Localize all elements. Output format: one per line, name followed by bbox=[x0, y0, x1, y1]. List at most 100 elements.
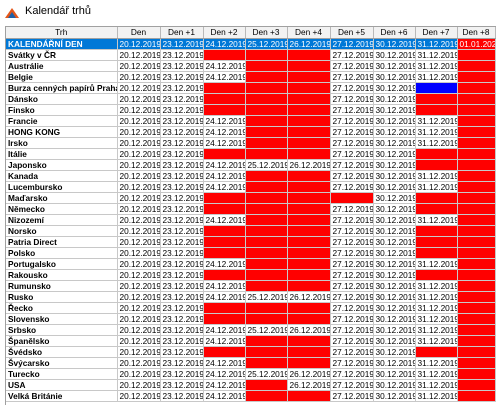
date-cell[interactable]: 31.12.2019 bbox=[415, 258, 458, 270]
market-calendar-grid[interactable]: Trh Den Den +1 Den +2 Den +3 Den +4 Den +5 Den … bbox=[5, 26, 496, 405]
closed-day-cell[interactable] bbox=[245, 302, 288, 314]
date-cell[interactable]: 23.12.2019 bbox=[160, 82, 204, 94]
date-cell[interactable]: 27.12.2019 bbox=[330, 269, 374, 281]
table-row[interactable]: Kanada 20.12.2019 23.12.2019 24.12.2019 27.1… bbox=[6, 170, 496, 182]
date-cell[interactable]: 30.12.2019 bbox=[373, 159, 416, 171]
date-cell[interactable]: 31.12.2019 bbox=[415, 181, 458, 193]
date-cell[interactable]: 31.12.2019 bbox=[415, 324, 458, 336]
date-cell[interactable]: 23.12.2019 bbox=[160, 335, 204, 347]
table-row[interactable]: Japonsko 20.12.2019 23.12.2019 24.12.2019 25… bbox=[6, 159, 496, 171]
date-cell[interactable]: 30.12.2019 bbox=[373, 302, 416, 314]
date-cell[interactable]: 30.12.2019 bbox=[373, 104, 416, 116]
date-cell[interactable]: 20.12.2019 bbox=[117, 126, 161, 138]
market-name-cell[interactable]: Kanada bbox=[6, 170, 118, 182]
date-cell[interactable]: 25.12.2019 bbox=[245, 291, 288, 303]
date-cell[interactable]: 26.12.2019 bbox=[287, 38, 331, 50]
date-cell[interactable]: 31.12.2019 bbox=[415, 379, 458, 391]
date-cell[interactable]: 23.12.2019 bbox=[160, 214, 204, 226]
closed-day-cell[interactable] bbox=[245, 104, 288, 116]
closed-day-cell[interactable] bbox=[287, 170, 331, 182]
table-row[interactable]: HONG KONG 20.12.2019 23.12.2019 24.12.2019 2… bbox=[6, 126, 496, 138]
date-cell[interactable]: 27.12.2019 bbox=[330, 82, 374, 94]
date-cell[interactable]: 30.12.2019 bbox=[373, 247, 416, 259]
closed-day-cell[interactable] bbox=[457, 346, 496, 358]
closed-day-cell[interactable] bbox=[330, 192, 374, 204]
date-cell[interactable]: 20.12.2019 bbox=[117, 335, 161, 347]
closed-day-cell[interactable] bbox=[287, 49, 331, 61]
closed-day-cell[interactable] bbox=[457, 390, 496, 402]
table-row[interactable]: Dánsko 20.12.2019 23.12.2019 27.12.2019 30.1… bbox=[6, 93, 496, 105]
closed-day-cell[interactable] bbox=[245, 346, 288, 358]
date-cell[interactable]: 20.12.2019 bbox=[117, 159, 161, 171]
date-cell[interactable]: 30.12.2019 bbox=[373, 115, 416, 127]
closed-day-cell[interactable] bbox=[245, 269, 288, 281]
closed-day-cell[interactable] bbox=[287, 236, 331, 248]
table-row[interactable]: USA 20.12.2019 23.12.2019 24.12.2019 26.12.2… bbox=[6, 379, 496, 391]
closed-day-cell[interactable] bbox=[457, 247, 496, 259]
table-row[interactable]: Polsko 20.12.2019 23.12.2019 27.12.2019 30.1… bbox=[6, 247, 496, 259]
date-cell[interactable]: 23.12.2019 bbox=[160, 49, 204, 61]
date-cell[interactable]: 30.12.2019 bbox=[373, 93, 416, 105]
date-cell[interactable]: 20.12.2019 bbox=[117, 302, 161, 314]
market-name-cell[interactable]: Japonsko bbox=[6, 159, 118, 171]
date-cell[interactable]: 23.12.2019 bbox=[160, 368, 204, 380]
date-cell[interactable]: 25.12.2019 bbox=[245, 324, 288, 336]
date-cell[interactable]: 27.12.2019 bbox=[330, 148, 374, 160]
market-name-cell[interactable]: USA bbox=[6, 379, 118, 391]
table-row[interactable]: Rakousko 20.12.2019 23.12.2019 27.12.2019 30… bbox=[6, 269, 496, 281]
date-cell[interactable]: 30.12.2019 bbox=[373, 225, 416, 237]
closed-day-cell[interactable] bbox=[287, 214, 331, 226]
date-cell[interactable]: 23.12.2019 bbox=[160, 280, 204, 292]
table-row[interactable]: Rumunsko 20.12.2019 23.12.2019 24.12.2019 27… bbox=[6, 280, 496, 292]
date-cell[interactable]: 20.12.2019 bbox=[117, 346, 161, 358]
table-row[interactable]: Německo 20.12.2019 23.12.2019 27.12.2019 30.… bbox=[6, 203, 496, 215]
table-row[interactable]: Řecko 20.12.2019 23.12.2019 27.12.2019 30.12… bbox=[6, 302, 496, 314]
closed-day-cell[interactable] bbox=[245, 357, 288, 369]
date-cell[interactable]: 25.12.2019 bbox=[245, 368, 288, 380]
table-row[interactable]: Austrálie 20.12.2019 23.12.2019 24.12.2019 2… bbox=[6, 60, 496, 72]
date-cell[interactable]: 24.12.2019 bbox=[203, 390, 246, 402]
closed-day-cell[interactable] bbox=[415, 346, 458, 358]
table-row[interactable]: Lucembursko 20.12.2019 23.12.2019 24.12.201… bbox=[6, 181, 496, 193]
closed-day-cell[interactable] bbox=[287, 302, 331, 314]
closed-day-cell[interactable] bbox=[203, 313, 246, 325]
closed-day-cell[interactable] bbox=[203, 236, 246, 248]
market-name-cell[interactable]: Řecko bbox=[6, 302, 118, 314]
date-cell[interactable]: 30.12.2019 bbox=[373, 82, 416, 94]
closed-day-cell[interactable] bbox=[457, 71, 496, 83]
market-name-cell[interactable]: Rumunsko bbox=[6, 280, 118, 292]
table-row[interactable]: KALENDÁŘNÍ DEN 20.12.2019 23.12.2019 24.12.… bbox=[6, 38, 496, 50]
date-cell[interactable]: 24.12.2019 bbox=[203, 335, 246, 347]
date-cell[interactable]: 30.12.2019 bbox=[373, 258, 416, 270]
closed-day-cell[interactable] bbox=[457, 137, 496, 149]
market-name-cell[interactable]: Irsko bbox=[6, 137, 118, 149]
date-cell[interactable]: 20.12.2019 bbox=[117, 390, 161, 402]
closed-day-cell[interactable] bbox=[287, 60, 331, 72]
date-cell[interactable]: 24.12.2019 bbox=[203, 137, 246, 149]
column-header-day-5[interactable]: Den +4 bbox=[287, 27, 331, 39]
date-cell[interactable]: 31.12.2019 bbox=[415, 214, 458, 226]
closed-day-cell[interactable] bbox=[457, 269, 496, 281]
date-cell[interactable]: 20.12.2019 bbox=[117, 379, 161, 391]
market-name-cell[interactable]: Portugalsko bbox=[6, 258, 118, 270]
table-row[interactable]: Irsko 20.12.2019 23.12.2019 24.12.2019 27.12… bbox=[6, 137, 496, 149]
closed-day-cell[interactable] bbox=[245, 335, 288, 347]
date-cell[interactable]: 24.12.2019 bbox=[203, 38, 246, 50]
closed-day-cell[interactable] bbox=[457, 280, 496, 292]
closed-day-cell[interactable] bbox=[457, 148, 496, 160]
date-cell[interactable]: 20.12.2019 bbox=[117, 368, 161, 380]
closed-day-cell[interactable] bbox=[203, 104, 246, 116]
date-cell[interactable]: 23.12.2019 bbox=[160, 38, 204, 50]
date-cell[interactable]: 27.12.2019 bbox=[330, 313, 374, 325]
date-cell[interactable]: 27.12.2019 bbox=[330, 137, 374, 149]
closed-day-cell[interactable] bbox=[245, 225, 288, 237]
date-cell[interactable]: 27.12.2019 bbox=[330, 203, 374, 215]
date-cell[interactable]: 30.12.2019 bbox=[373, 280, 416, 292]
closed-day-cell[interactable] bbox=[287, 357, 331, 369]
table-row[interactable]: Svátky v ČR 20.12.2019 23.12.2019 27.12.201… bbox=[6, 49, 496, 61]
column-header-market[interactable]: Trh bbox=[6, 27, 118, 39]
date-cell[interactable]: 20.12.2019 bbox=[117, 357, 161, 369]
date-cell[interactable]: 27.12.2019 bbox=[330, 357, 374, 369]
closed-day-cell[interactable] bbox=[245, 60, 288, 72]
date-cell[interactable]: 24.12.2019 bbox=[203, 324, 246, 336]
